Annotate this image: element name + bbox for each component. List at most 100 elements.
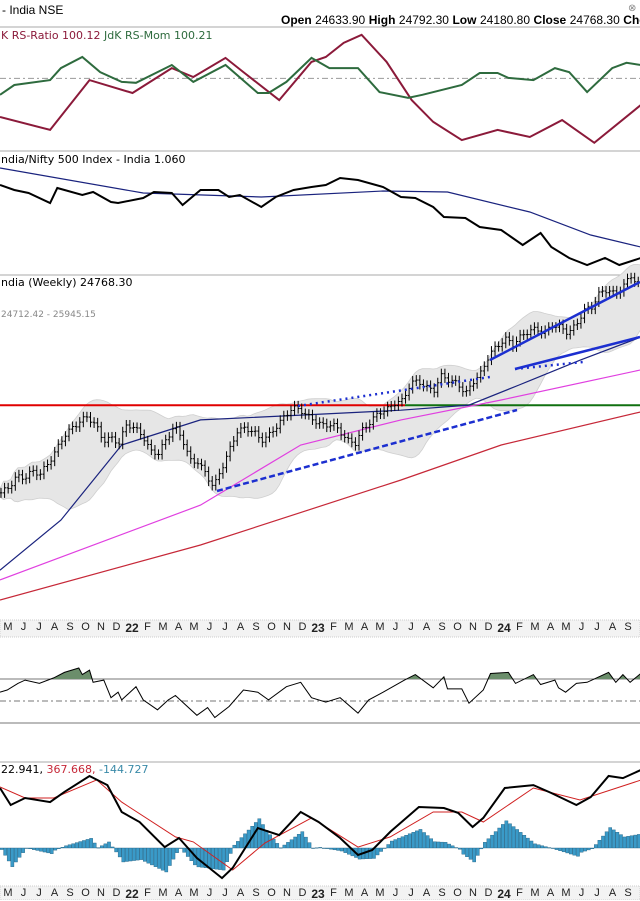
macd-histogram-bar [203, 847, 208, 869]
macd-histogram-bar [279, 847, 283, 849]
axis-month-label: 22 [125, 887, 139, 901]
axis-month-label: M [530, 621, 540, 633]
macd-histogram-bar [82, 840, 86, 849]
rs-mom-value: 100.21 [174, 29, 213, 42]
axis-month-label: D [112, 887, 121, 899]
trendline-annotations [216, 280, 640, 493]
axis-month-label: J [206, 887, 213, 899]
macd-histogram-bar [329, 847, 333, 850]
axis-month-label: 24 [497, 887, 511, 901]
macd-histogram-bar [501, 824, 505, 849]
macd-histogram-bar [425, 835, 430, 849]
axis-month-label: J [392, 887, 399, 899]
macd-histogram-bar [6, 847, 11, 862]
rrg-legend: K RS-Ratio 100.12 JdK RS-Mom 100.21 [1, 30, 213, 42]
axis-month-label: D [484, 887, 493, 899]
rsi-overbought-fill [0, 668, 640, 679]
ma-blue-line [0, 336, 640, 571]
axis-month-label: O [267, 621, 276, 633]
macd-histogram-bar [597, 840, 602, 849]
macd-histogram-bar [543, 846, 548, 849]
dotted-resistance-trendline [297, 375, 491, 408]
macd-histogram-bar [450, 845, 455, 849]
histogram-value: -144.727 [98, 763, 149, 776]
macd-histogram-bar [547, 847, 552, 849]
macd-histogram-bar [490, 834, 494, 849]
axis-month-label: N [469, 887, 477, 899]
macd-histogram-bar [375, 847, 380, 856]
axis-month-label: D [484, 621, 493, 633]
macd-histogram-bar [572, 847, 577, 856]
macd-histogram-bar [601, 835, 605, 849]
axis-month-label: M [344, 887, 354, 899]
axis-month-label: M [3, 887, 13, 899]
axis-month-label: 22 [125, 621, 139, 635]
macd-histogram-bar [382, 847, 387, 849]
macd-histogram-bar [264, 830, 269, 849]
ma-red-line [0, 411, 640, 601]
axis-month-label: D [112, 621, 121, 633]
macd-histogram-bar [629, 835, 634, 849]
macd-histogram-bar [479, 847, 484, 850]
price-panel [0, 263, 640, 601]
close-circle-icon[interactable]: ⊗ [628, 3, 637, 14]
macd-histogram-bar [332, 847, 337, 851]
macd-histogram-bar [221, 847, 226, 871]
ohlc-readout: Open 24633.90 High 24792.30 Low 24180.80… [281, 14, 640, 27]
axis-month-label: F [330, 887, 337, 899]
macd-histogram-bar [128, 847, 133, 862]
macd-histogram-bar [100, 845, 104, 849]
macd-histogram-bar [497, 827, 502, 849]
high-value: 24792.30 [398, 14, 449, 27]
axis-month-label: A [174, 887, 183, 899]
macd-line [0, 769, 640, 880]
open-value: 24633.90 [315, 14, 366, 27]
lower-channel-trendline [514, 335, 640, 371]
axis-month-label: J [222, 887, 228, 899]
axis-month-label: N [97, 887, 105, 899]
macd-histogram-bar [465, 847, 469, 857]
macd-histogram-bar [436, 841, 441, 849]
axis-month-label: N [97, 621, 105, 633]
macd-histogram-bar [142, 847, 147, 862]
macd-histogram-bar [633, 834, 638, 849]
macd-histogram-bar [468, 847, 473, 860]
axis-month-label: M [561, 887, 571, 899]
relative-strength-line [0, 176, 640, 267]
macd-histogram-bar [239, 837, 244, 849]
panel-dividers [0, 26, 640, 900]
macd-signal-line [0, 779, 640, 871]
axis-month-label: S [252, 621, 260, 633]
axis-month-label: J [36, 621, 42, 633]
macd-histogram-bar [579, 847, 584, 853]
axis-month-label: A [236, 887, 245, 899]
macd-histogram-bar [74, 842, 79, 849]
macd-histogram-bar [89, 838, 93, 849]
macd-histogram-bar [60, 847, 65, 849]
macd-histogram-bar [42, 847, 47, 853]
macd-histogram-bar [551, 847, 555, 849]
macd-histogram-bar [390, 840, 394, 849]
macd-histogram-bar [364, 847, 369, 859]
macd-histogram-bar [325, 847, 330, 849]
macd-histogram-bar [379, 847, 383, 852]
macd-histogram-bar [85, 839, 90, 849]
macd-legend: 22.941, 367.668, -144.727 [1, 764, 148, 776]
axis-month-label: J [578, 621, 585, 633]
macd-histogram-bar [347, 847, 351, 855]
macd-histogram-bar [14, 847, 18, 863]
macd-histogram-bar [271, 838, 276, 849]
axis-month-label: J [222, 621, 228, 633]
axis-month-label: 24 [497, 621, 511, 635]
axis-month-label: A [236, 621, 245, 633]
rs-mom-line [0, 55, 640, 99]
macd-histogram-bar [518, 832, 523, 849]
macd-histogram-bar [171, 847, 176, 860]
macd-histogram-bar [228, 847, 233, 854]
axis-month-label: J [408, 887, 414, 899]
macd-histogram-bar [121, 847, 126, 863]
axis-month-label: J [594, 621, 600, 633]
macd-histogram-bar [626, 836, 630, 849]
macd-histogram-bar [536, 844, 541, 849]
axis-month-label: M [3, 621, 13, 633]
